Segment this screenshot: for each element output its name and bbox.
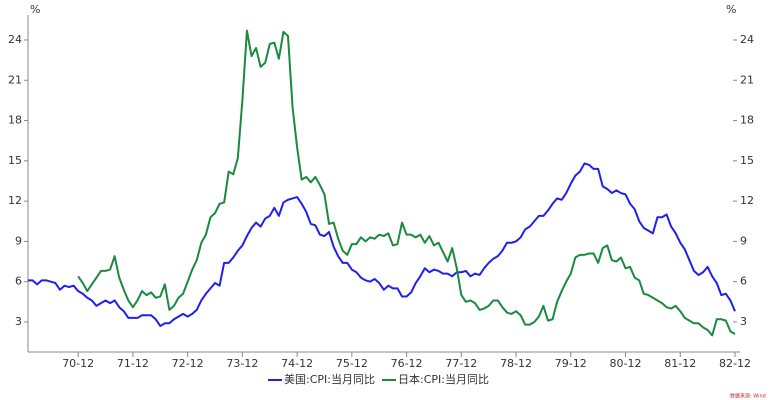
legend-label: 美国:CPI:当月同比: [284, 372, 375, 386]
y2-tick-label: 12: [740, 194, 754, 207]
y-tick-label: 3: [15, 315, 22, 328]
x-tick-label: 75-12: [336, 357, 368, 370]
series-line: [28, 162, 736, 327]
y-tick-label: 18: [8, 114, 22, 127]
x-tick-label: 81-12: [664, 357, 696, 370]
x-tick-label: 80-12: [610, 357, 642, 370]
y2-tick-label: 3: [740, 315, 747, 328]
series-line: [77, 29, 736, 337]
y2-tick-label: 15: [740, 154, 754, 167]
x-tick-label: 72-12: [172, 357, 204, 370]
x-tick-label: 74-12: [281, 357, 313, 370]
y-tick-label: 9: [15, 234, 22, 247]
y2-tick-label: 24: [740, 33, 754, 46]
y2-tick-label: 21: [740, 73, 754, 86]
x-tick-label: 77-12: [445, 357, 477, 370]
x-tick-label: 71-12: [117, 357, 149, 370]
y2-tick-label: 6: [740, 275, 747, 288]
y-tick-label: 6: [15, 275, 22, 288]
y-tick-label: 21: [8, 73, 22, 86]
x-tick-label: 78-12: [500, 357, 532, 370]
y2-tick-label: 18: [740, 114, 754, 127]
y2-tick-label: 9: [740, 234, 747, 247]
x-tick-label: 82-12: [719, 357, 751, 370]
y-tick-label: 15: [8, 154, 22, 167]
source: 数据来源: Wind: [730, 393, 766, 400]
x-tick-label: 76-12: [391, 357, 423, 370]
x-tick-label: 79-12: [555, 357, 587, 370]
x-tick-label: 73-12: [226, 357, 258, 370]
legend-label: 日本:CPI:当月同比: [398, 372, 489, 386]
y-tick-label: 12: [8, 194, 22, 207]
x-tick-label: 70-12: [62, 357, 94, 370]
y2-unit: %: [726, 3, 736, 16]
y-unit: %: [30, 3, 40, 16]
y-tick-label: 24: [8, 33, 22, 46]
